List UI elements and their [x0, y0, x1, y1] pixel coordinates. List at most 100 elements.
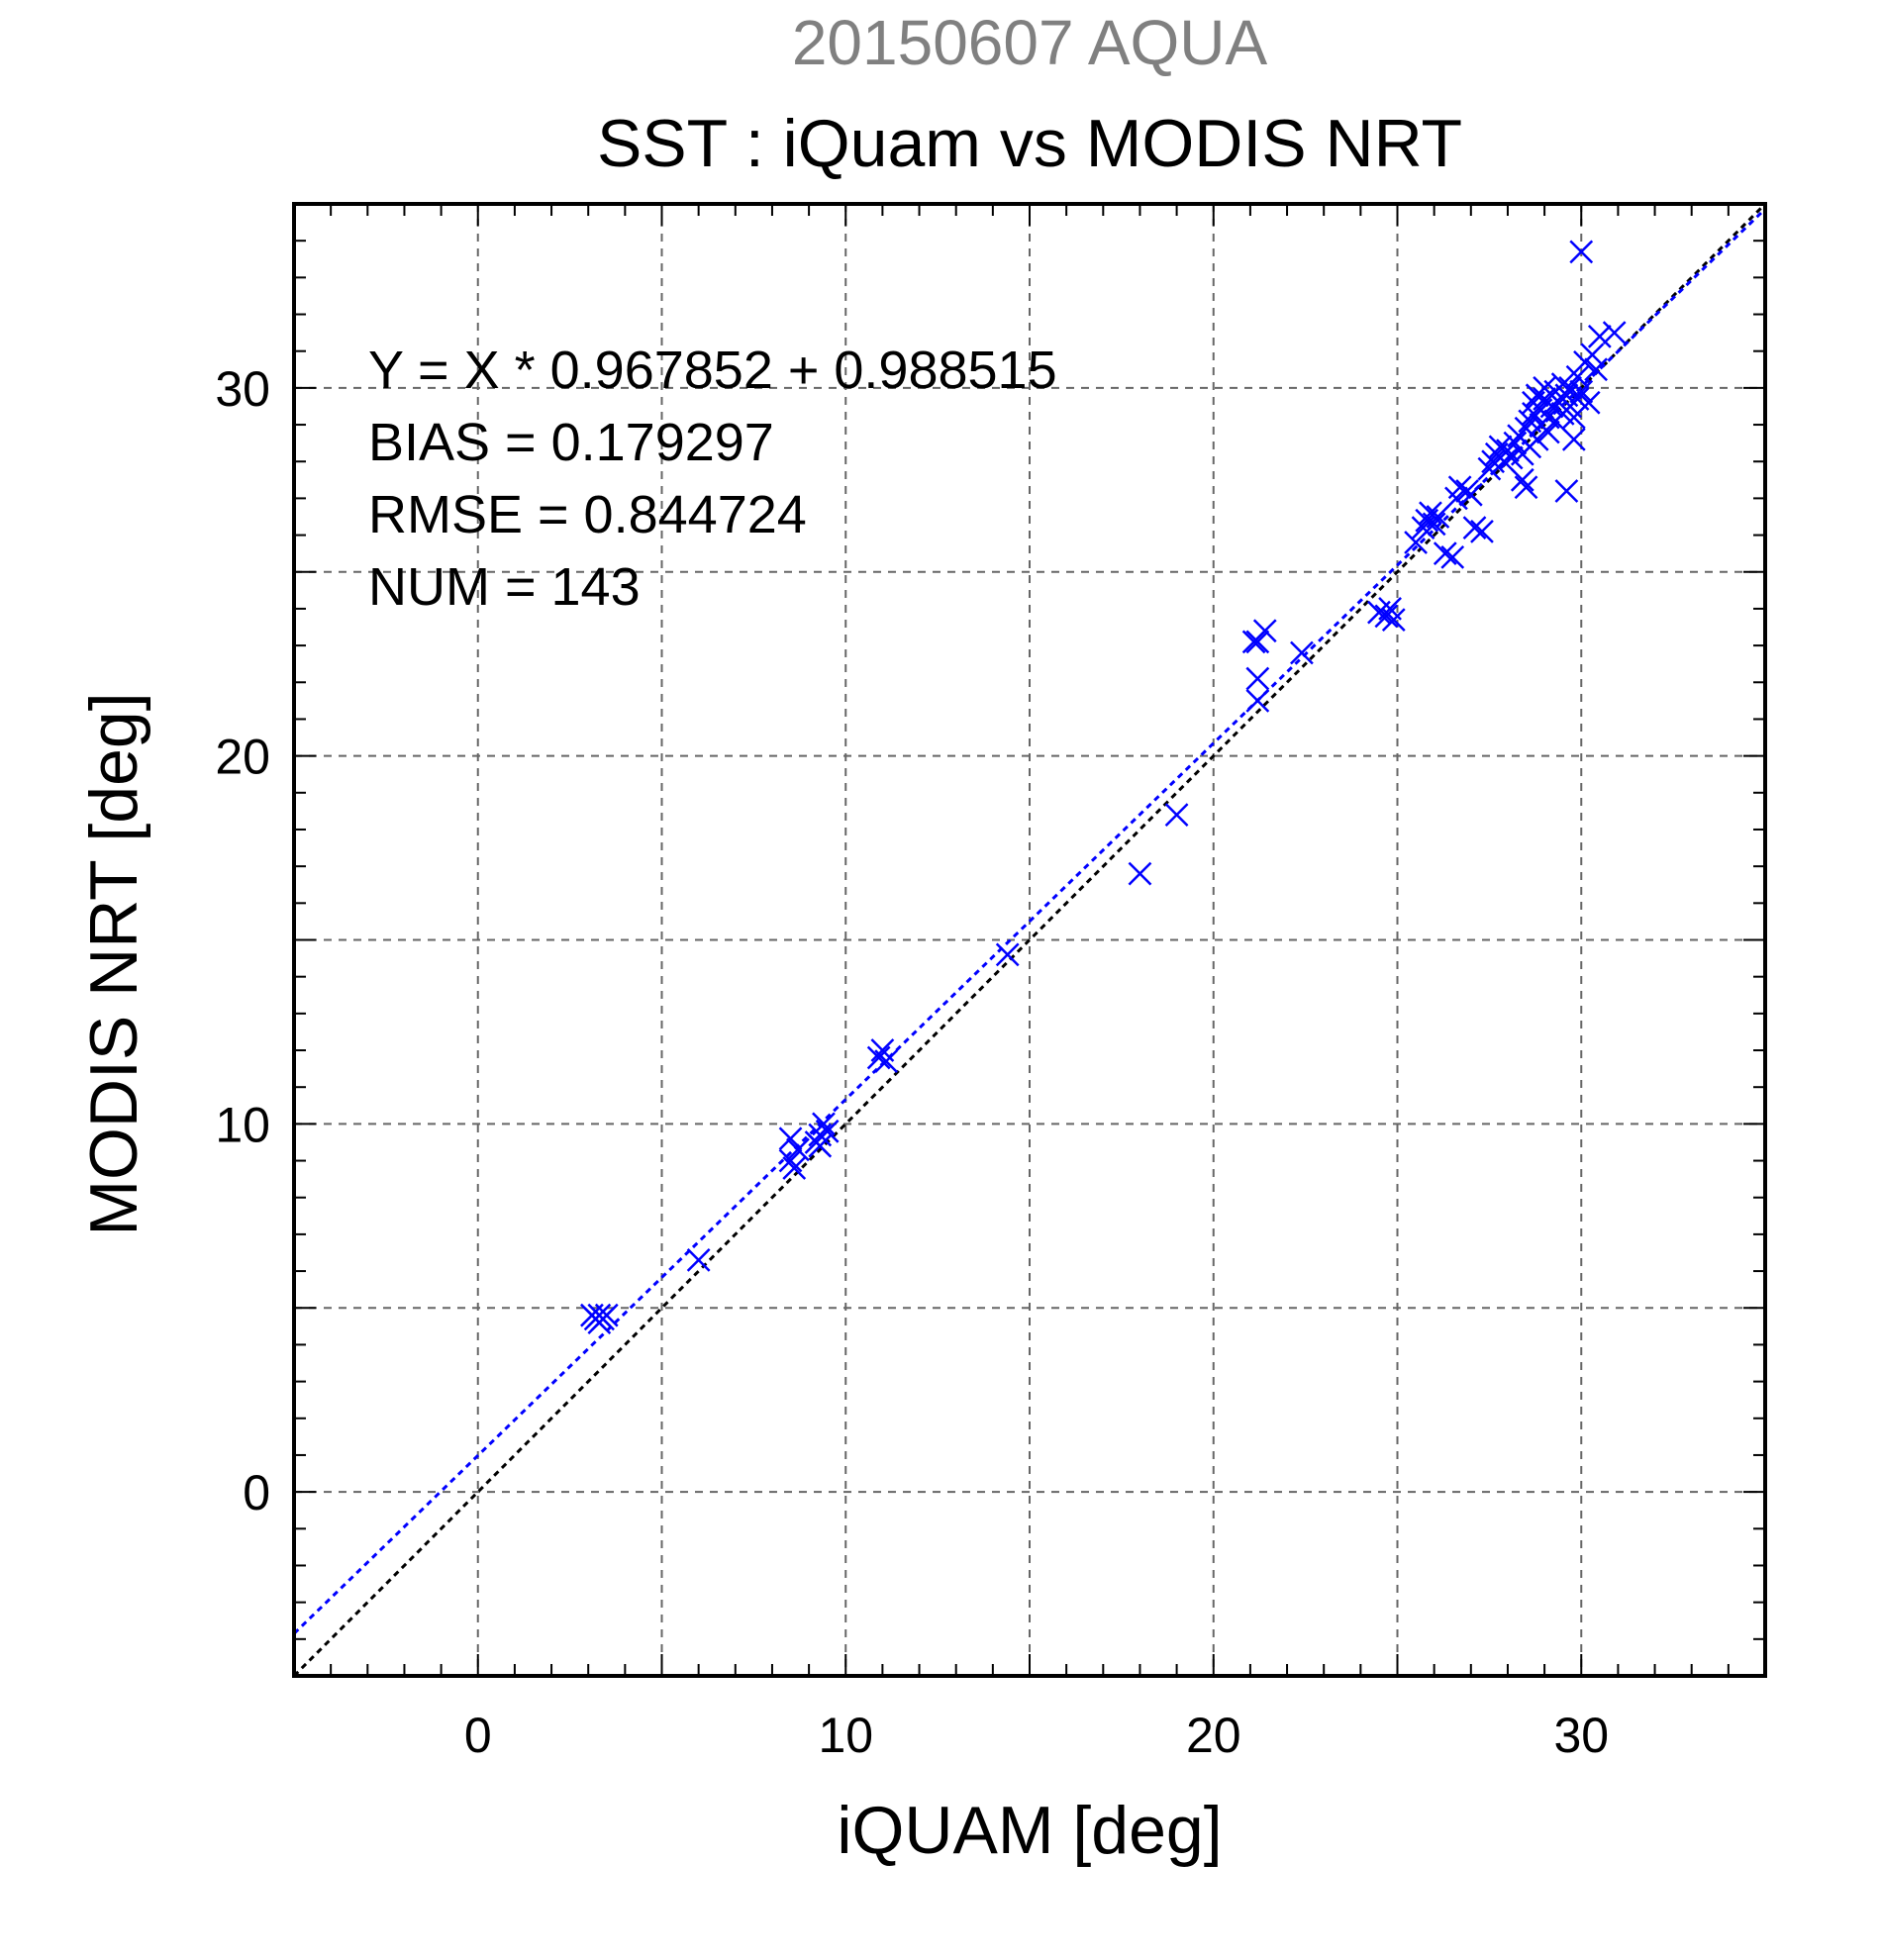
data-point-stroke	[1458, 482, 1483, 507]
data-point-stroke	[1533, 375, 1556, 400]
x-tick-label: 10	[818, 1708, 873, 1763]
data-point	[1245, 666, 1270, 691]
data-point	[1569, 379, 1594, 404]
data-point-stroke	[782, 1156, 807, 1180]
data-point-stroke	[1514, 416, 1538, 441]
data-point-stroke	[1245, 688, 1270, 713]
data-point-stroke	[1245, 666, 1270, 691]
data-point-stroke	[1426, 505, 1450, 529]
data-point	[1374, 604, 1399, 629]
data-point-stroke	[808, 1133, 833, 1158]
stat-line: Y = X * 0.967852 + 0.988515	[368, 341, 1057, 400]
data-point-stroke	[1561, 428, 1586, 451]
data-point-stroke	[1488, 435, 1513, 459]
data-point	[1290, 640, 1314, 665]
data-point-stroke	[1539, 394, 1564, 419]
x-axis-label: iQUAM [deg]	[837, 1793, 1222, 1868]
data-point	[995, 942, 1020, 967]
data-point-stroke	[1290, 640, 1314, 665]
data-point-stroke	[812, 1112, 836, 1136]
data-point	[1477, 456, 1502, 481]
data-point-stroke	[815, 1119, 840, 1143]
data-point-stroke	[1522, 402, 1545, 426]
data-point	[782, 1156, 807, 1180]
data-point	[1587, 324, 1612, 348]
data-point-stroke	[1587, 324, 1612, 348]
chart-subtitle: SST : iQuam vs MODIS NRT	[597, 106, 1462, 181]
stat-line: BIAS = 0.179297	[368, 413, 774, 472]
data-point	[1522, 402, 1545, 426]
data-point-stroke	[686, 1248, 711, 1272]
data-point	[778, 1127, 803, 1151]
data-point	[1245, 688, 1270, 713]
data-point	[1128, 861, 1152, 886]
data-point-stroke	[1565, 387, 1590, 411]
data-point-stroke	[1378, 597, 1402, 621]
y-tick-label: 0	[243, 1465, 270, 1520]
data-point-stroke	[1584, 357, 1608, 382]
data-point-stroke	[866, 1045, 891, 1070]
data-point-stroke	[1422, 512, 1446, 537]
x-tick-label: 0	[464, 1708, 492, 1763]
data-point	[1426, 505, 1450, 529]
data-point	[1584, 357, 1608, 382]
stats-block: Y = X * 0.967852 + 0.988515 BIAS = 0.1792…	[368, 341, 1057, 617]
data-point-stroke	[1580, 343, 1605, 367]
data-point-stroke	[1164, 803, 1189, 827]
x-tick-label: 20	[1186, 1708, 1241, 1763]
data-point	[1462, 516, 1487, 540]
data-point	[1503, 431, 1528, 455]
data-point	[587, 1311, 612, 1335]
y-axis-label: MODIS NRT [deg]	[76, 692, 151, 1235]
data-point	[1481, 449, 1505, 474]
data-point	[686, 1248, 711, 1272]
data-point	[1561, 428, 1586, 451]
data-point	[1447, 475, 1472, 500]
y-tick-label: 10	[215, 1097, 270, 1152]
data-point	[1602, 321, 1627, 344]
tick-labels: 0 10 20 30 0 10 20 30	[215, 361, 1609, 1763]
data-point-stroke	[1447, 475, 1472, 500]
data-point-stroke	[1525, 428, 1549, 451]
data-point	[1535, 420, 1560, 444]
data-point-stroke	[1569, 379, 1594, 404]
data-point	[1404, 531, 1428, 554]
data-point-stroke	[1433, 541, 1457, 566]
data-point-stroke	[1252, 619, 1277, 643]
data-point-stroke	[1602, 321, 1627, 344]
stat-line: NUM = 143	[368, 557, 641, 617]
data-point-stroke	[786, 1137, 810, 1162]
data-point-stroke	[1554, 479, 1579, 503]
data-point	[1514, 475, 1538, 500]
chart-title: 20150607 AQUA	[792, 7, 1268, 78]
data-point	[1440, 544, 1465, 569]
data-point-stroke	[1503, 431, 1528, 455]
data-point	[1164, 803, 1189, 827]
data-point-stroke	[1510, 467, 1534, 492]
data-point-stroke	[1550, 372, 1575, 397]
grid-lines	[294, 204, 1765, 1676]
data-point-stroke	[778, 1127, 803, 1151]
x-tick-label: 30	[1553, 1708, 1609, 1763]
data-point-stroke	[1565, 364, 1590, 389]
data-point-stroke	[1462, 516, 1487, 540]
data-point-stroke	[587, 1311, 612, 1335]
data-point-stroke	[1535, 420, 1560, 444]
data-point-stroke	[1440, 544, 1465, 569]
data-point-stroke	[1470, 519, 1494, 543]
fit-line	[292, 208, 1767, 1635]
data-point-stroke	[1128, 861, 1152, 886]
data-point-stroke	[1576, 390, 1601, 415]
data-point	[1525, 428, 1549, 451]
data-point	[1433, 541, 1457, 566]
data-point-stroke	[995, 942, 1020, 967]
data-point-stroke	[1481, 449, 1505, 474]
data-point	[786, 1137, 810, 1162]
data-point	[1422, 512, 1446, 537]
data-point	[1245, 630, 1270, 654]
data-point-stroke	[1514, 475, 1538, 500]
data-point	[866, 1045, 891, 1070]
data-point-stroke	[1381, 608, 1406, 632]
y-tick-label: 30	[215, 361, 270, 417]
